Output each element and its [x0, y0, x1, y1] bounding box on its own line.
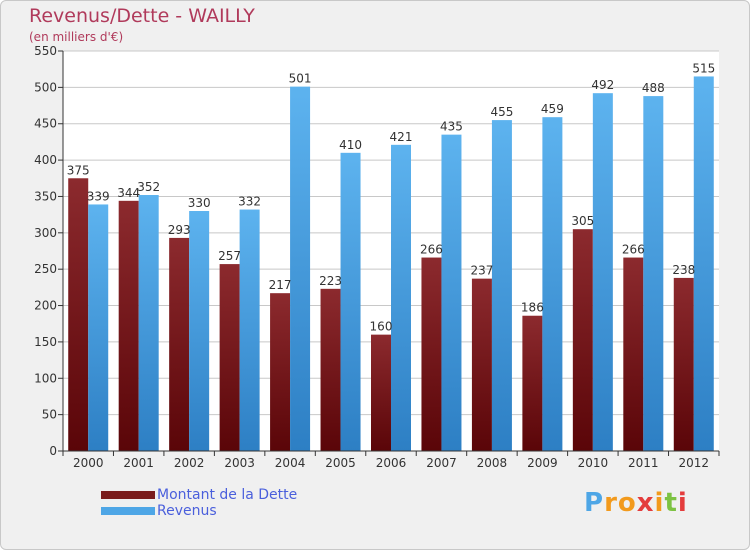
x-tick-label: 2002	[174, 456, 205, 470]
data-label-revenus: 455	[490, 105, 513, 119]
bar-debt	[471, 278, 492, 451]
x-tick-label: 2010	[578, 456, 609, 470]
bar-revenus	[391, 144, 411, 451]
bar-revenus	[88, 204, 109, 451]
data-label-debt: 217	[269, 278, 292, 292]
bar-revenus	[491, 120, 512, 451]
data-label-revenus: 339	[87, 189, 110, 203]
x-tick-label: 2003	[224, 456, 255, 470]
x-tick-label: 2004	[275, 456, 306, 470]
data-label-debt: 305	[571, 214, 594, 228]
y-tick-label: 150	[34, 335, 57, 349]
bar-debt	[522, 315, 543, 451]
bar-debt	[68, 178, 89, 452]
x-tick-label: 2008	[477, 456, 508, 470]
data-label-revenus: 332	[238, 195, 261, 209]
x-tick-label: 2001	[123, 456, 154, 470]
data-label-debt: 344	[117, 186, 140, 200]
logo-letter: r	[604, 488, 618, 518]
bar-revenus	[340, 152, 361, 451]
logo-letter: x	[636, 488, 655, 518]
x-tick-label: 2000	[73, 456, 104, 470]
data-label-debt: 223	[319, 274, 342, 288]
bar-debt	[371, 334, 391, 451]
data-label-debt: 266	[622, 243, 645, 257]
y-tick-label: 50	[42, 408, 57, 422]
x-tick-label: 2009	[527, 456, 558, 470]
data-label-debt: 237	[470, 264, 493, 278]
x-tick-label: 2005	[325, 456, 356, 470]
data-label-revenus: 421	[390, 130, 413, 144]
data-label-debt: 266	[420, 243, 443, 257]
legend-swatch-revenus	[101, 507, 155, 515]
data-label-revenus: 410	[339, 138, 362, 152]
y-tick-label: 400	[34, 153, 57, 167]
bar-debt	[219, 264, 240, 451]
legend-swatch-debt	[101, 491, 155, 499]
data-label-debt: 375	[67, 163, 90, 177]
data-label-debt: 160	[370, 320, 393, 334]
x-tick-label: 2012	[678, 456, 709, 470]
data-label-debt: 186	[521, 301, 544, 315]
bar-debt	[673, 277, 694, 451]
bar-debt	[169, 237, 190, 451]
data-label-revenus: 501	[289, 72, 312, 86]
data-label-debt: 257	[218, 249, 241, 263]
data-label-debt: 293	[168, 223, 191, 237]
bar-revenus	[239, 209, 260, 451]
y-tick-label: 100	[34, 371, 57, 385]
legend-label-debt: Montant de la Dette	[157, 487, 298, 503]
y-tick-label: 200	[34, 299, 57, 313]
y-tick-label: 550	[34, 44, 57, 58]
data-label-revenus: 330	[188, 196, 211, 210]
data-label-debt: 238	[672, 263, 695, 277]
bar-revenus	[290, 86, 311, 452]
y-tick-label: 300	[34, 226, 57, 240]
bar-revenus	[592, 93, 613, 451]
bar-revenus	[542, 117, 563, 451]
bar-revenus	[138, 195, 159, 451]
bar-debt	[320, 288, 341, 451]
y-tick-label: 250	[34, 262, 57, 276]
y-tick-label: 500	[34, 80, 57, 94]
logo-letter: P	[584, 488, 605, 518]
data-label-revenus: 515	[692, 61, 715, 75]
bar-debt	[270, 293, 291, 451]
y-tick-label: 450	[34, 117, 57, 131]
logo-letter: i	[677, 488, 688, 518]
bar-revenus	[643, 96, 664, 451]
bar-debt	[572, 229, 593, 451]
data-label-revenus: 435	[440, 120, 463, 134]
y-tick-label: 350	[34, 189, 57, 203]
x-tick-label: 2006	[376, 456, 407, 470]
x-tick-label: 2011	[628, 456, 659, 470]
data-label-revenus: 459	[541, 102, 564, 116]
bar-debt	[623, 257, 644, 451]
y-tick-label: 0	[49, 444, 57, 458]
legend-label-revenus: Revenus	[157, 503, 217, 519]
proxiti-logo: Proxiti	[584, 488, 688, 518]
bar-debt	[421, 257, 442, 451]
logo-letter: o	[617, 488, 637, 518]
chart-title: Revenus/Dette - WAILLY	[29, 5, 255, 27]
bar-revenus	[189, 211, 210, 451]
bar-revenus	[441, 134, 462, 452]
chart-subtitle: (en milliers d'€)	[29, 30, 124, 44]
logo-letter: t	[664, 488, 678, 518]
data-label-revenus: 488	[642, 81, 665, 95]
data-label-revenus: 352	[137, 180, 160, 194]
x-tick-label: 2007	[426, 456, 457, 470]
data-label-revenus: 492	[591, 78, 614, 92]
bar-revenus	[693, 76, 714, 452]
bar-debt	[118, 200, 139, 451]
logo-letter: i	[654, 488, 665, 518]
